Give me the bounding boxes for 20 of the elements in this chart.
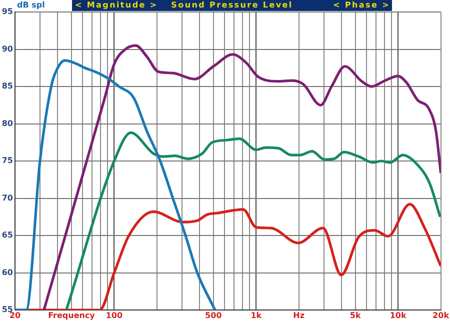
y-axis-title: dB spl <box>17 0 46 10</box>
x-tick-label: 10k <box>390 310 407 320</box>
y-tick-label: 80 <box>2 118 14 128</box>
x-tick-label: 20k <box>432 310 450 320</box>
y-tick-label: 60 <box>2 268 14 277</box>
text: < Phase > <box>333 0 390 10</box>
chart-title: Sound Pressure Level <box>171 0 293 10</box>
text: < Magnitude > <box>75 0 158 10</box>
y-tick-label: 90 <box>2 44 14 54</box>
y-tick-label: 70 <box>2 193 14 202</box>
y-tick-label: 85 <box>2 82 14 91</box>
y-tick-label: 75 <box>2 156 14 166</box>
x-tick-label: Hz <box>293 310 305 320</box>
x-tick-label: 5k <box>350 310 362 320</box>
x-tick-label: Frequency <box>48 310 96 320</box>
x-tick-label: 100 <box>106 310 123 320</box>
x-tick-label: 500 <box>205 310 222 320</box>
y-tick-label: 95 <box>2 7 14 16</box>
y-tick-label: 65 <box>2 230 14 240</box>
x-tick-label: 1k <box>250 310 262 320</box>
